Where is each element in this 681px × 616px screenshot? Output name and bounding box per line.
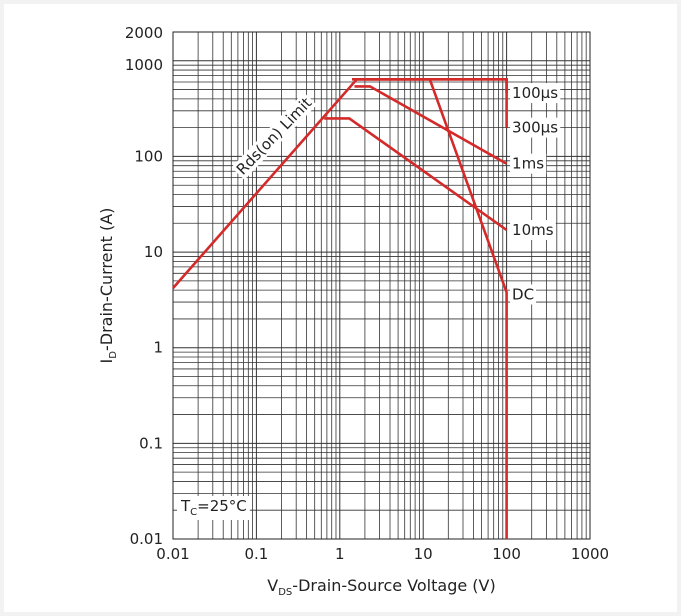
series-line (324, 117, 508, 232)
y-tick-label: 10 (144, 243, 163, 261)
label-bg (510, 153, 547, 174)
y-tick-label: 1 (153, 339, 163, 357)
y-tick-label: 2000 (125, 24, 163, 42)
x-tick-label: 0.1 (244, 545, 268, 563)
plot-frame (172, 31, 591, 540)
series-layer (172, 78, 508, 539)
series-label: DC (512, 286, 534, 304)
series-label: 100µs (512, 84, 558, 102)
series-line (356, 78, 508, 539)
x-tick-label: 1000 (571, 545, 609, 563)
y-tick-label: 0.01 (130, 530, 163, 548)
soa-chart: 0.01 0.1 1 10 100 1000 0.01 0.1 1 10 100 1000 2000 1… (97, 24, 609, 598)
tick-labels: 0.01 0.1 1 10 100 1000 0.01 0.1 1 10 100 1000 2000 (125, 24, 609, 563)
series-line (172, 78, 358, 289)
label-bg (177, 496, 250, 520)
grid (173, 32, 590, 539)
y-axis-title: ID-Drain-Current (A) (97, 208, 119, 364)
y-tick-label: 100 (134, 147, 163, 165)
x-tick-label: 1 (335, 545, 345, 563)
label-bg (510, 284, 537, 305)
x-tick-label: 0.01 (156, 545, 189, 563)
chart-panel: 0.01 0.1 1 10 100 1000 0.01 0.1 1 10 100 1000 2000 1… (4, 4, 677, 612)
label-bg (510, 220, 556, 241)
series-label: 1ms (512, 155, 544, 173)
tc-label: TC=25°C (180, 497, 247, 518)
label-bg (510, 117, 561, 138)
x-axis-title: VDS-Drain-Source Voltage (V) (267, 576, 495, 598)
y-tick-label: 0.1 (139, 434, 163, 452)
x-tick-label: 100 (492, 545, 521, 563)
label-bg (510, 83, 561, 104)
y-tick-label: 1000 (125, 56, 163, 74)
series-label: 300µs (512, 119, 558, 137)
series-label: 10ms (512, 221, 554, 239)
series-line (354, 85, 508, 165)
label-bg (231, 92, 317, 180)
x-tick-label: 10 (414, 545, 433, 563)
